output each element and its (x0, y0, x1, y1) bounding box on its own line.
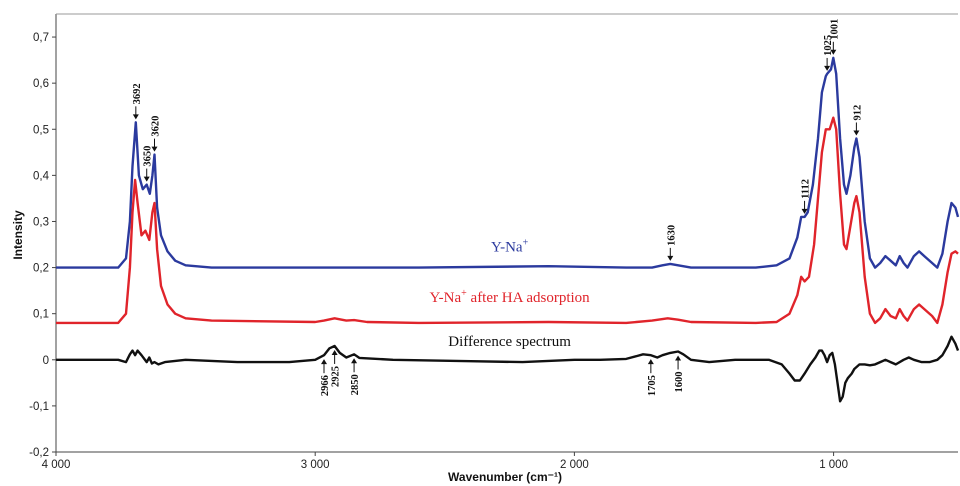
y-axis-title: Intensity (11, 210, 25, 260)
series-label-1: Y-Na+ after HA adsorption (429, 288, 590, 306)
peak-annotation: 3692 (132, 83, 143, 120)
x-axis-title: Wavenumber (cm⁻¹) (448, 470, 562, 484)
x-tick-label: 1 000 (819, 459, 848, 471)
series-label-2: Difference spectrum (448, 334, 571, 350)
peak-label: 1600 (674, 371, 685, 392)
series-line-1 (56, 116, 959, 325)
y-axis-ticks: -0,2 -0,1 0 0,1 0,2 0,3 0,4 0,5 0,6 0,7 (29, 32, 56, 459)
peak-label: 3650 (143, 146, 154, 167)
series-line-0 (56, 56, 960, 269)
peak-annotation: 1705 (647, 359, 658, 396)
series-lines (56, 56, 960, 403)
y-tick-label: 0,6 (33, 78, 49, 90)
x-tick-label: 2 000 (560, 459, 589, 471)
peak-label: 1630 (666, 225, 677, 246)
x-tick-label: 3 000 (301, 459, 330, 471)
peak-label: 2925 (331, 366, 342, 387)
plot-frame (55, 13, 958, 453)
peak-annotation: 2966 (320, 359, 331, 396)
peak-annotation: 1001 (829, 19, 840, 55)
peak-label: 2966 (320, 375, 331, 396)
x-tick-label: 4 000 (42, 459, 71, 471)
y-tick-label: 0,1 (33, 309, 49, 321)
y-tick-label: 0,7 (33, 32, 49, 44)
x-axis-ticks: 4 000 3 000 2 000 1 000 (42, 452, 848, 471)
y-tick-label: 0,4 (33, 170, 50, 182)
y-tick-label: 0,3 (33, 216, 49, 228)
peak-annotation: 3650 (143, 146, 154, 182)
y-tick-label: -0,1 (29, 401, 49, 413)
peak-annotation: 912 (852, 105, 863, 136)
y-tick-label: -0,2 (29, 447, 49, 459)
peak-label: 1705 (647, 375, 658, 396)
series-label-0: Y-Na+ (491, 237, 529, 255)
y-tick-label: 0,5 (33, 124, 49, 136)
peak-annotation: 2925 (331, 349, 342, 387)
series-line-2 (56, 335, 960, 403)
y-tick-label: 0,2 (33, 263, 49, 275)
peak-annotation: 1025 (823, 35, 834, 71)
peak-annotation: 1600 (674, 355, 685, 392)
peak-label: 1025 (823, 35, 834, 56)
peak-label: 3620 (150, 116, 161, 137)
peak-annotation: 1112 (801, 179, 812, 214)
peak-label: 1112 (801, 179, 812, 199)
y-tick-label: 0 (43, 355, 49, 367)
peak-label: 1001 (829, 19, 840, 40)
peak-annotation: 3620 (150, 116, 161, 152)
peak-annotation: 2850 (350, 358, 361, 395)
peak-annotation: 1630 (666, 225, 677, 261)
peak-label: 3692 (132, 83, 143, 104)
series-labels: Y-Na+ Y-Na+ after HA adsorption Difference… (429, 237, 590, 350)
peak-label: 912 (852, 105, 863, 121)
peak-label: 2850 (350, 374, 361, 395)
